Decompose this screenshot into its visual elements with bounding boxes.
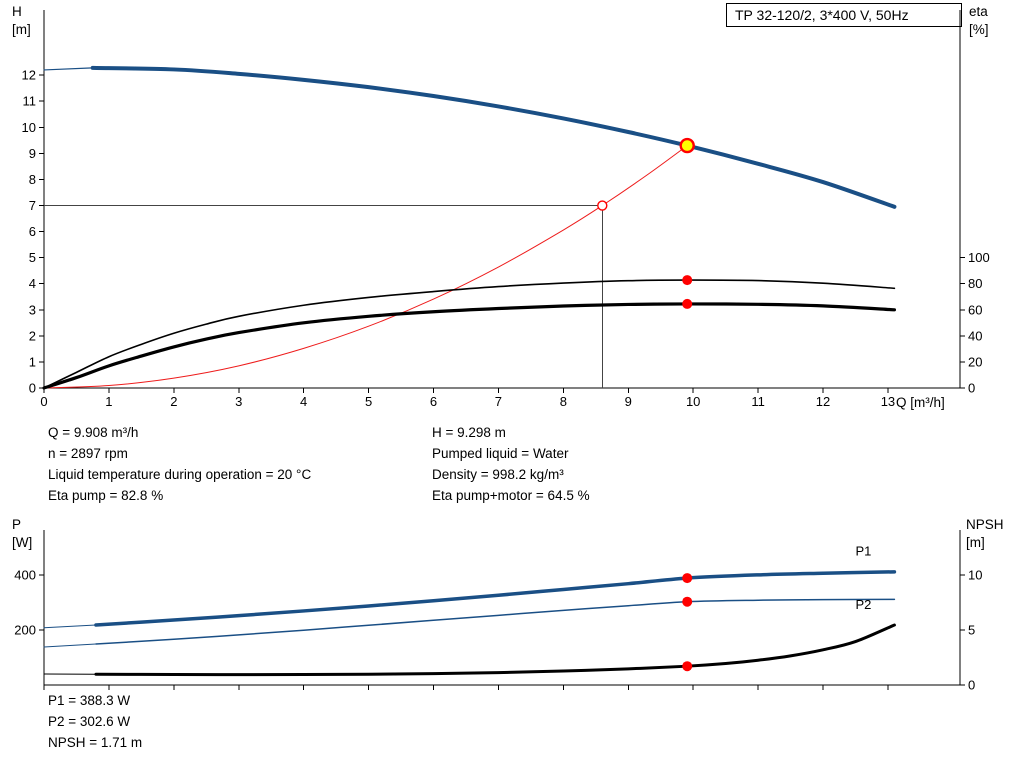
y-left-tick-label: 8 [29, 172, 36, 187]
y-left-tick-label: 1 [29, 354, 36, 369]
result-q: Q = 9.908 m³/h [48, 425, 139, 440]
x-tick-label: 8 [560, 394, 567, 409]
pump-curve [90, 65, 897, 209]
y-right-tick-label: 10 [968, 567, 982, 582]
q-axis-unit-label: Q [m³/h] [896, 395, 945, 410]
result-speed: n = 2897 rpm [48, 446, 128, 461]
y-right-tick-label: 60 [968, 302, 982, 317]
p2-curve-link [43, 643, 97, 648]
x-tick-label: 1 [105, 394, 112, 409]
power-npsh-chart: 200 400 0 5 10 P1 P2 [14, 530, 982, 693]
pump-curve-link [43, 67, 94, 71]
y-left-tick-label: 200 [14, 622, 36, 637]
h-axis-symbol: H [12, 4, 22, 19]
p-axis-unit: [W] [12, 535, 33, 550]
p1-curve-label: P1 [855, 544, 871, 559]
npsh-duty-marker [682, 661, 693, 672]
specified-point-marker [597, 200, 608, 211]
h-axis-unit: [m] [12, 22, 31, 37]
x-tick-label: 13 [881, 394, 895, 409]
p2-curve-label: P2 [855, 597, 871, 612]
x-tick-label: 3 [235, 394, 242, 409]
npsh-curve [94, 623, 896, 677]
h-axis-unit-label: H [m] [12, 3, 31, 39]
duty-point-marker [679, 137, 695, 154]
y-right-tick-label: 40 [968, 328, 982, 343]
y-left-tick-label: 6 [29, 224, 36, 239]
x-tick-label: 0 [40, 394, 47, 409]
x-tick-label: 5 [365, 394, 372, 409]
eta-pump-curve [43, 279, 896, 389]
p1-curve-link [43, 624, 97, 629]
eta-pump-duty-marker [682, 275, 693, 286]
eta-pump-motor-duty-marker [682, 298, 693, 309]
y-right-tick-label: 0 [968, 678, 975, 693]
result-eta-pump: Eta pump = 82.8 % [48, 488, 164, 503]
result-pumped-liquid: Pumped liquid = Water [432, 446, 569, 461]
y-right-tick-label: 20 [968, 354, 982, 369]
result-p2: P2 = 302.6 W [48, 714, 131, 729]
x-tick-label: 12 [816, 394, 830, 409]
chart-title-box: TP 32-120/2, 3*400 V, 50Hz [726, 3, 962, 27]
result-h: H = 9.298 m [432, 425, 506, 440]
y-left-tick-label: 11 [23, 94, 37, 109]
x-tick-label: 7 [495, 394, 502, 409]
x-tick-label: 6 [430, 394, 437, 409]
y-right-tick-label: 0 [968, 381, 975, 396]
y-right-tick-label: 80 [968, 276, 982, 291]
y-right-tick-label: 100 [968, 250, 990, 265]
y-left-tick-label: 400 [14, 567, 36, 582]
result-liquid-temp: Liquid temperature during operation = 20… [48, 467, 312, 482]
p2-duty-marker [682, 596, 693, 607]
npsh-axis-symbol: NPSH [966, 517, 1004, 532]
eta-axis-unit: [%] [969, 22, 989, 37]
y-left-tick-label: 0 [29, 381, 36, 396]
y-right-tick-label: 5 [968, 622, 975, 637]
x-tick-label: 9 [625, 394, 632, 409]
y-left-tick-label: 2 [29, 328, 36, 343]
eta-axis-symbol: eta [969, 4, 988, 19]
result-p1: P1 = 388.3 W [48, 693, 131, 708]
y-left-tick-label: 3 [29, 302, 36, 317]
y-left-tick-label: 9 [29, 146, 36, 161]
x-tick-label: 2 [170, 394, 177, 409]
y-left-tick-label: 4 [29, 276, 36, 291]
y-left-tick-label: 5 [29, 250, 36, 265]
eta-pump-motor-curve [42, 302, 897, 390]
system-curve [43, 145, 688, 389]
y-left-tick-label: 10 [22, 120, 36, 135]
x-tick-label: 10 [686, 394, 700, 409]
p2-curve [95, 598, 896, 645]
p1-curve [94, 570, 897, 627]
result-npsh: NPSH = 1.71 m [48, 735, 143, 750]
npsh-axis-unit-label: NPSH [m] [966, 516, 1004, 552]
x-tick-label: 11 [751, 394, 765, 409]
result-density: Density = 998.2 kg/m³ [432, 467, 564, 482]
p-axis-unit-label: P [W] [12, 516, 32, 552]
x-tick-label: 4 [300, 394, 307, 409]
result-eta-pump-motor: Eta pump+motor = 64.5 % [432, 488, 590, 503]
y-left-tick-label: 12 [22, 68, 36, 83]
p-axis-symbol: P [12, 517, 22, 532]
npsh-axis-unit: [m] [966, 535, 985, 550]
eta-axis-unit-label: eta [%] [969, 3, 989, 39]
y-left-tick-label: 7 [29, 198, 36, 213]
p1-duty-marker [682, 573, 693, 584]
